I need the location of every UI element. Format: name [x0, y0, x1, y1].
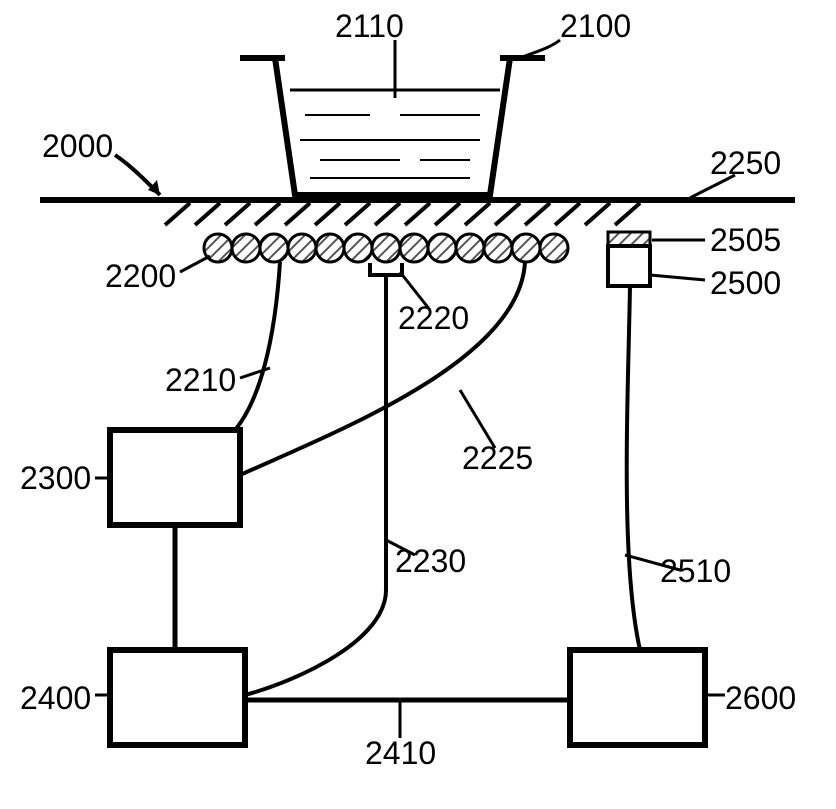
- label-2510: 2510: [660, 553, 731, 590]
- label-2410: 2410: [365, 735, 436, 772]
- block-2400: [110, 650, 245, 745]
- wire-2230: [245, 275, 386, 695]
- coil-array: [204, 234, 568, 262]
- label-2210: 2210: [165, 362, 236, 399]
- label-2225: 2225: [462, 440, 533, 477]
- label-2200: 2200: [105, 258, 176, 295]
- label-2500: 2500: [710, 265, 781, 302]
- label-2600: 2600: [725, 680, 796, 717]
- schematic-svg: [0, 0, 836, 804]
- label-2100: 2100: [560, 8, 631, 45]
- sensor-bracket: [370, 263, 402, 275]
- label-2250: 2250: [710, 145, 781, 182]
- label-2230: 2230: [395, 543, 466, 580]
- label-2300: 2300: [20, 460, 91, 497]
- right-sensor: [608, 232, 650, 286]
- label-2220: 2220: [398, 300, 469, 337]
- label-2505: 2505: [710, 222, 781, 259]
- vessel: [240, 58, 545, 195]
- wire-2510: [627, 286, 640, 650]
- label-2400: 2400: [20, 680, 91, 717]
- block-2600: [570, 650, 705, 745]
- label-2110: 2110: [335, 8, 404, 45]
- plate: [40, 200, 795, 225]
- block-2300: [110, 430, 240, 525]
- diagram-container: 2110 2100 2000 2250 2200 2505 2500 2220 …: [0, 0, 836, 804]
- wire-2210: [235, 262, 280, 430]
- label-2000: 2000: [42, 128, 113, 165]
